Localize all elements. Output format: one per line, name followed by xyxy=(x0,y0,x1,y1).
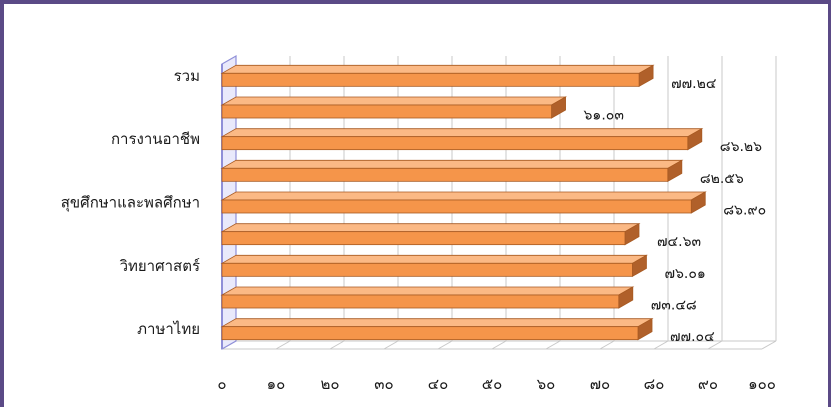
bar-top xyxy=(220,96,568,106)
x-tick-labels: ๐ ๑๐ ๒๐ ๓๐ ๔๐ ๕๐ ๖๐ ๗๐ ๘๐ ๙๐ ๑๐๐ xyxy=(217,375,776,393)
floor-gridline xyxy=(653,340,669,350)
bar-top xyxy=(220,318,654,328)
x-tick-label: ๑๐ xyxy=(267,375,286,393)
bar xyxy=(220,286,635,309)
category-label: สุขศึกษาและพลศึกษา xyxy=(61,194,200,213)
data-labels: ๗๗.๐๔ ๗๓.๔๘ ๗๖.๐๑ ๗๔.๖๓ ๘๖.๙๐ ๘๒.๕๖ ๘๖.๒๖ ๖๑.๐๓… xyxy=(584,76,767,345)
floor-gridline xyxy=(383,340,399,350)
x-tick-label: ๑๐๐ xyxy=(748,375,776,393)
x-tick-label: ๗๐ xyxy=(590,375,610,393)
x-tick-label: ๔๐ xyxy=(428,375,449,393)
bar xyxy=(220,159,684,183)
floor-gridline xyxy=(329,340,345,350)
bar xyxy=(220,317,654,341)
floor-gridline xyxy=(545,340,561,350)
bars xyxy=(220,64,707,341)
floor-gridline xyxy=(275,340,291,350)
floor-gridline xyxy=(761,340,777,350)
data-label: ๘๖.๙๐ xyxy=(723,203,766,219)
category-label: ภาษาไทย xyxy=(137,320,200,338)
category-labels: ภาษาไทย วิทยาศาสตร์ สุขศึกษาและพลศึกษา การง… xyxy=(61,67,200,338)
x-tick-label: ๘๐ xyxy=(644,375,665,393)
bar-front xyxy=(221,294,620,309)
bar-top xyxy=(220,191,707,201)
bar-top xyxy=(220,128,704,138)
category-label: การงานอาชีพ xyxy=(111,130,200,148)
bar-front xyxy=(221,199,692,214)
bar xyxy=(220,96,568,119)
bar-front xyxy=(221,231,626,246)
data-label: ๗๓.๔๘ xyxy=(651,298,697,314)
bar-front xyxy=(221,167,669,182)
bar xyxy=(220,191,707,214)
data-label: ๘๒.๕๖ xyxy=(700,171,744,187)
bar xyxy=(220,222,641,246)
bar-top xyxy=(220,254,648,264)
category-label: รวม xyxy=(174,67,200,85)
x-tick-label: ๙๐ xyxy=(698,375,718,393)
bar-front xyxy=(221,136,689,151)
bar xyxy=(220,127,704,151)
bar-top xyxy=(220,223,641,233)
data-label: ๗๔.๖๓ xyxy=(657,234,701,250)
bar-chart: ภาษาไทย วิทยาศาสตร์ สุขศึกษาและพลศึกษา การง… xyxy=(61,54,777,393)
x-tick-label: ๒๐ xyxy=(320,375,339,393)
x-tick-label: ๖๐ xyxy=(537,375,556,393)
bar-top xyxy=(220,159,684,169)
bar xyxy=(220,64,655,88)
bar-front xyxy=(221,262,633,277)
data-label: ๗๖.๐๑ xyxy=(664,266,705,282)
data-label: ๗๗.๒๔ xyxy=(671,76,716,92)
bar-front xyxy=(221,72,640,87)
floor-gridline xyxy=(491,340,507,350)
bar-front xyxy=(221,326,639,341)
floor-gridline xyxy=(437,340,453,350)
x-tick-label: ๐ xyxy=(217,375,226,393)
bar xyxy=(220,254,648,278)
x-tick-label: ๕๐ xyxy=(482,375,503,393)
x-tick-label: ๓๐ xyxy=(374,375,393,393)
floor-gridline xyxy=(707,340,723,350)
bar-top xyxy=(220,64,655,74)
floor-gridline xyxy=(599,340,615,350)
category-label: วิทยาศาสตร์ xyxy=(119,257,200,275)
bar-front xyxy=(221,104,552,119)
bar-top xyxy=(220,286,635,296)
data-label: ๗๗.๐๔ xyxy=(670,329,715,345)
data-label: ๖๑.๐๓ xyxy=(584,108,624,124)
data-label: ๘๖.๒๖ xyxy=(720,139,762,155)
